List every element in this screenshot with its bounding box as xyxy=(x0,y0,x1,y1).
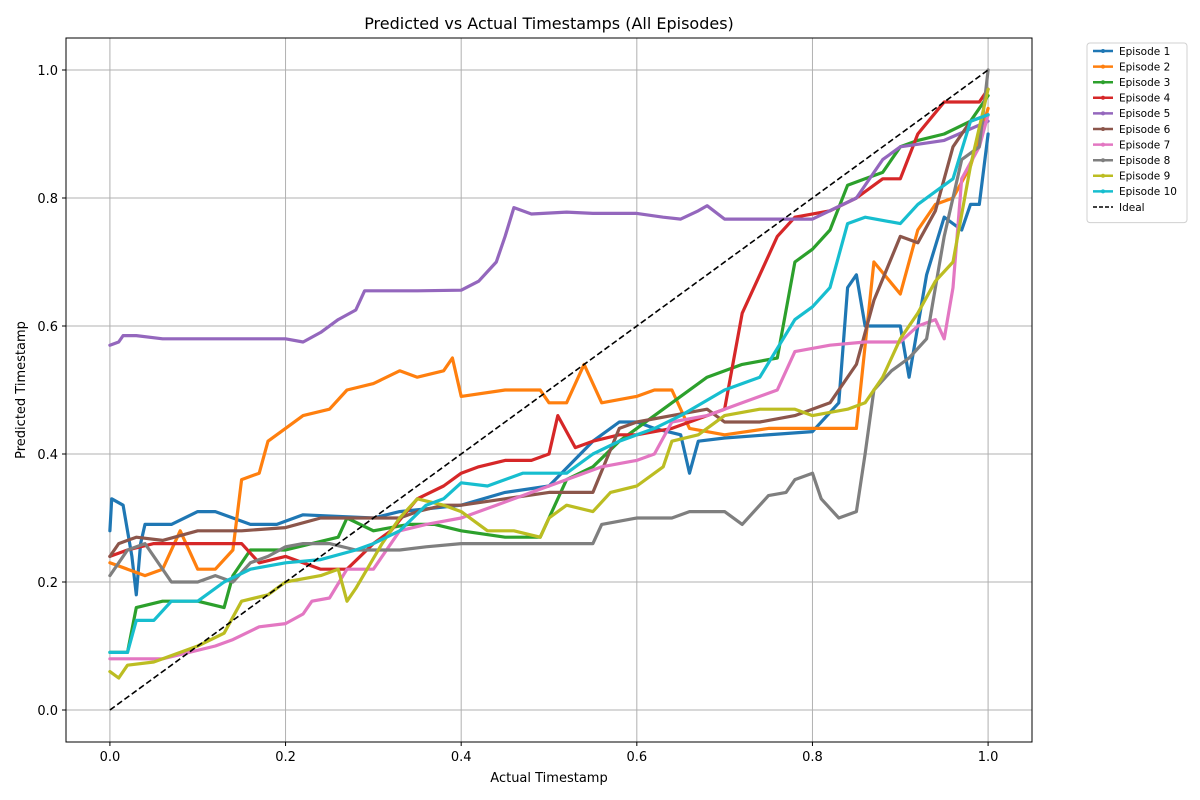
x-tick-label: 1.0 xyxy=(978,750,999,765)
legend-label: Episode 2 xyxy=(1119,61,1170,73)
series-line-episode-9 xyxy=(108,87,990,680)
y-tick-label: 0.8 xyxy=(37,192,58,207)
x-tick-label: 0.6 xyxy=(626,750,647,765)
x-tick-label: 0.0 xyxy=(100,750,121,765)
y-tick-label: 0.4 xyxy=(37,448,58,463)
y-tick-label: 0.2 xyxy=(37,576,58,591)
legend-label: Episode 4 xyxy=(1119,93,1171,105)
legend-label: Episode 6 xyxy=(1119,124,1171,136)
legend: Episode 1 Episode 2 Episode 3 Episode 4 Epis… xyxy=(1086,42,1188,224)
ideal-reference-line xyxy=(109,69,989,711)
series-line-episode-6 xyxy=(108,113,990,559)
legend-label: Episode 8 xyxy=(1119,155,1170,167)
series-line-episode-10 xyxy=(108,113,990,655)
legend-marker xyxy=(1101,80,1105,85)
chart-title: Predicted vs Actual Timestamps (All Epis… xyxy=(364,14,734,33)
legend-box xyxy=(1086,42,1188,224)
plot-frame xyxy=(65,37,1033,743)
series-line-episode-4 xyxy=(108,87,990,571)
x-tick-label: 0.8 xyxy=(802,750,823,765)
series-line-episode-5 xyxy=(108,119,990,347)
series-line-episode-3 xyxy=(108,93,990,655)
x-axis-label: Actual Timestamp xyxy=(490,771,607,786)
x-axis: 0.0 0.2 0.4 0.6 0.8 1.0 xyxy=(100,742,999,765)
legend-label: Episode 5 xyxy=(1119,108,1170,120)
legend-marker xyxy=(1101,189,1105,194)
legend-marker xyxy=(1101,64,1105,69)
legend-label: Episode 1 xyxy=(1119,46,1170,58)
series-line-episode-2 xyxy=(108,106,990,578)
y-tick-label: 1.0 xyxy=(37,64,58,79)
legend-marker xyxy=(1101,158,1105,163)
legend-marker xyxy=(1101,127,1105,131)
x-tick-label: 0.4 xyxy=(451,750,472,765)
series-line-episode-7 xyxy=(108,113,990,661)
legend-label: Episode 10 xyxy=(1119,186,1177,198)
y-axis: 0.0 0.2 0.4 0.6 0.8 1.0 xyxy=(37,64,66,719)
legend-label: Episode 7 xyxy=(1119,139,1170,151)
legend-marker xyxy=(1101,49,1105,53)
legend-marker xyxy=(1101,173,1105,178)
x-tick-label: 0.2 xyxy=(275,750,296,765)
legend-marker xyxy=(1101,95,1105,100)
y-axis-label: Predicted Timestamp xyxy=(14,321,29,459)
series-line-episode-8 xyxy=(108,68,990,584)
y-tick-label: 0.0 xyxy=(37,704,58,719)
legend-label: Episode 3 xyxy=(1119,77,1170,89)
series-layer xyxy=(108,68,990,711)
legend-marker xyxy=(1101,111,1105,116)
legend-label: Ideal xyxy=(1119,202,1145,214)
legend-marker xyxy=(1101,142,1105,147)
legend-label: Episode 9 xyxy=(1119,171,1170,183)
y-tick-label: 0.6 xyxy=(37,320,58,335)
